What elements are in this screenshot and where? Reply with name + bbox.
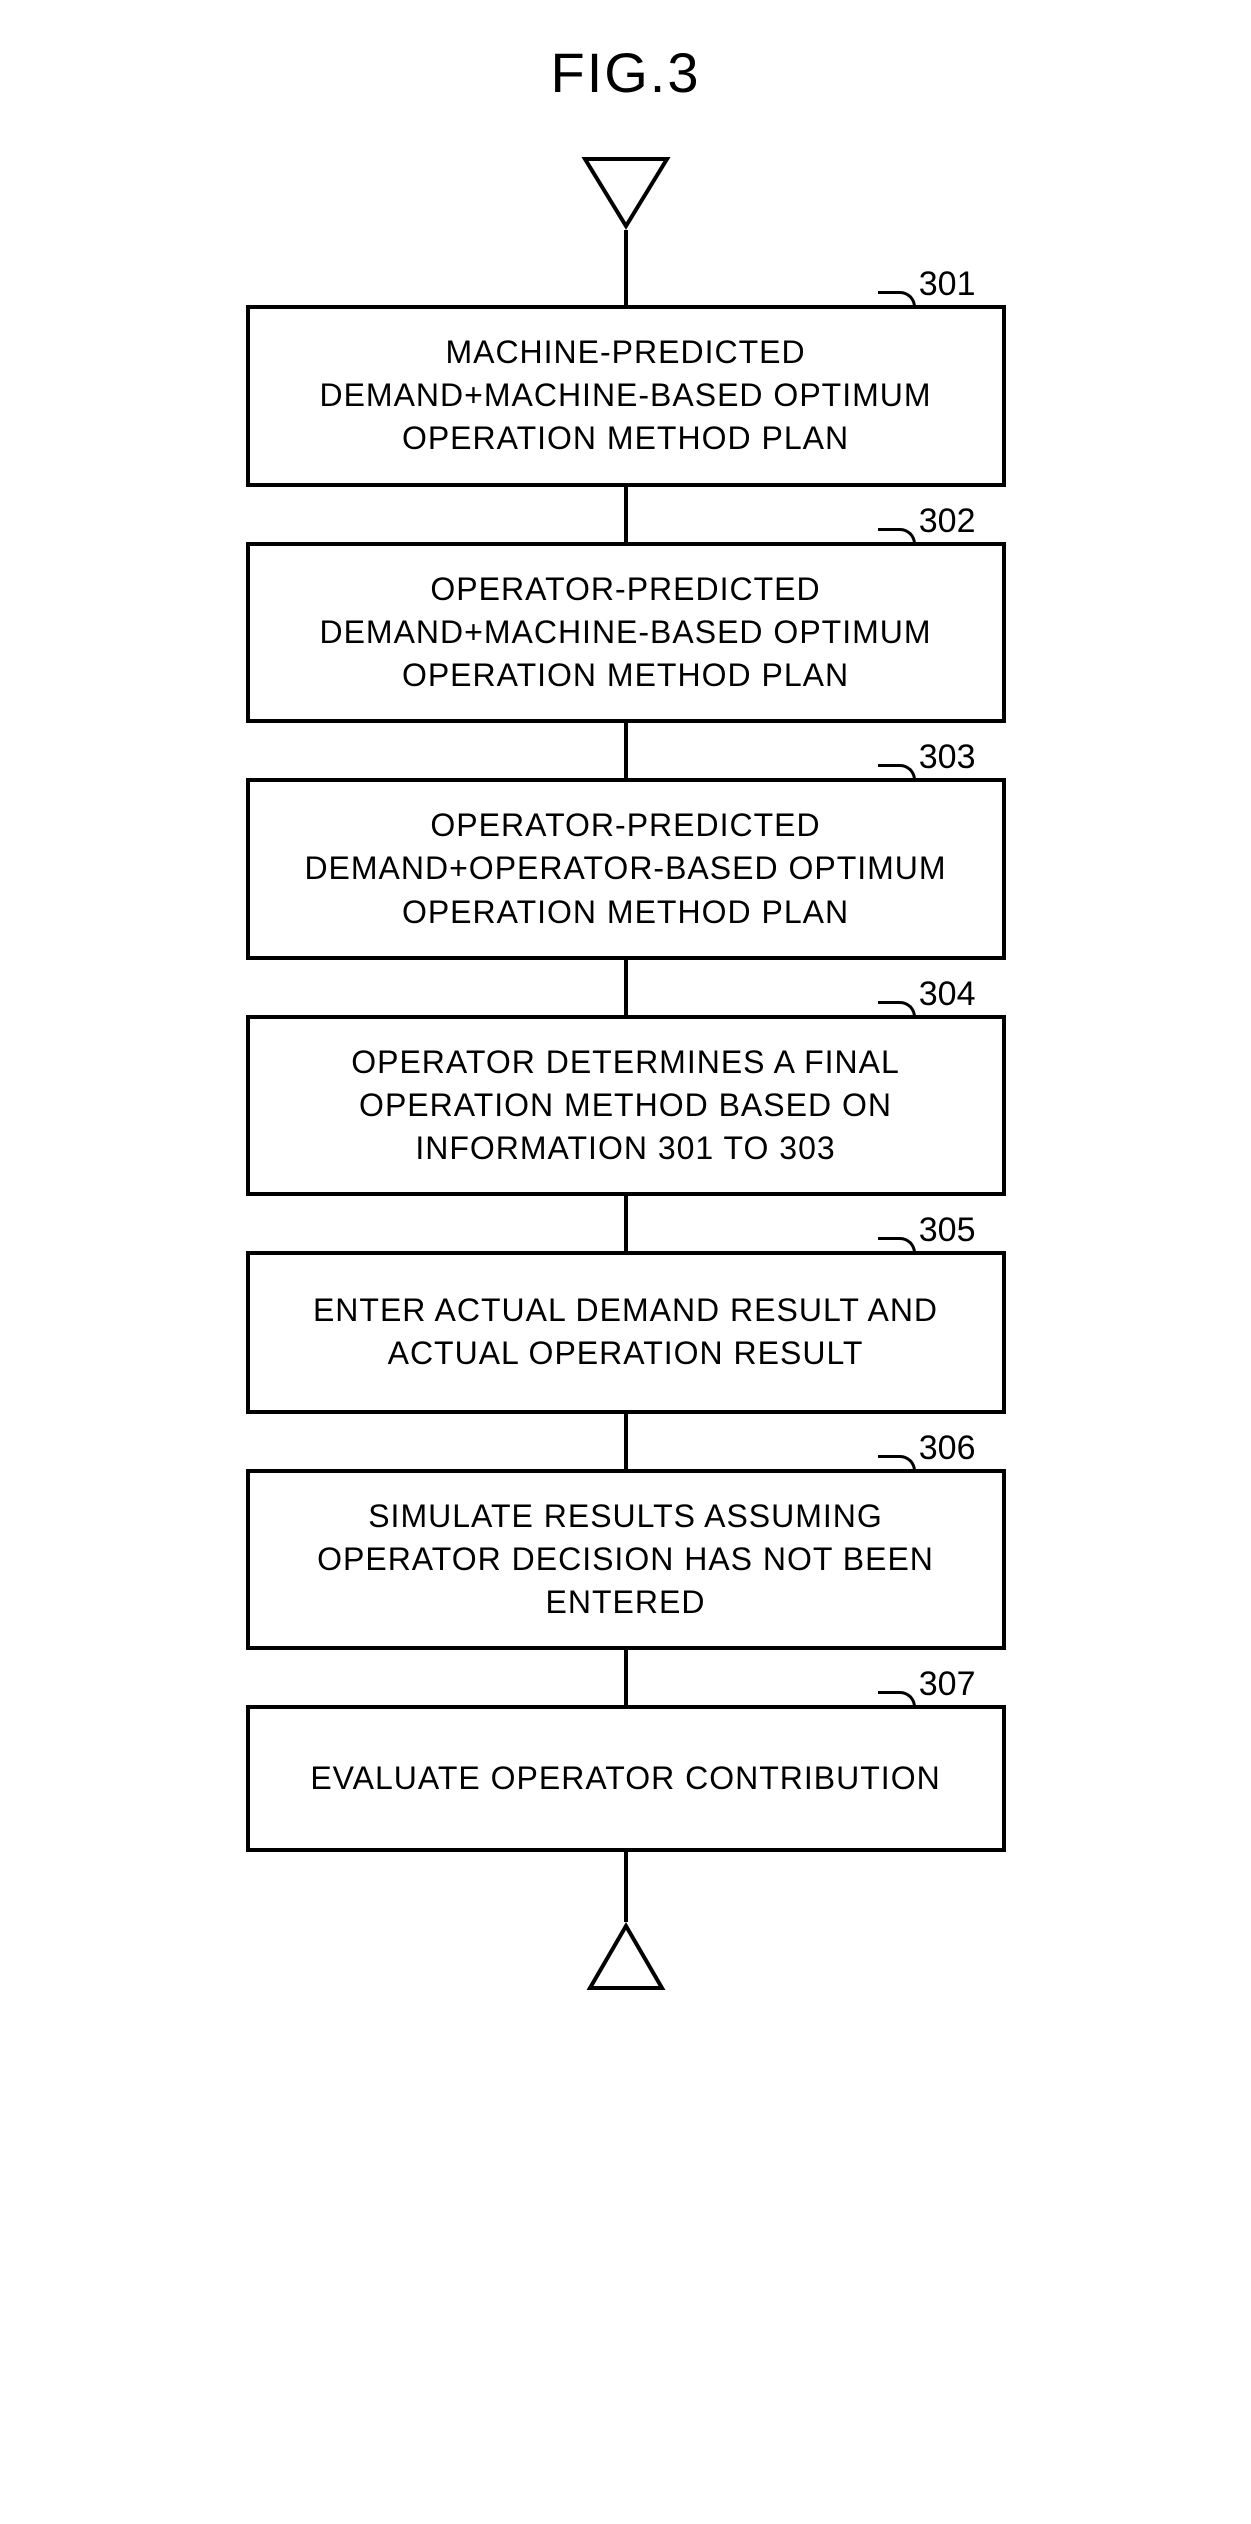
flowchart-diagram: FIG.3 301 MACHINE-PREDICTED DEMAND+MACHI… [176, 40, 1076, 1992]
connector [624, 1650, 628, 1705]
step-box: MACHINE-PREDICTED DEMAND+MACHINE-BASED O… [246, 305, 1006, 487]
label-leader [878, 1237, 916, 1253]
connector [624, 723, 628, 778]
step-305: 305 ENTER ACTUAL DEMAND RESULT AND ACTUA… [246, 1251, 1006, 1413]
step-304: 304 OPERATOR DETERMINES A FINAL OPERATIO… [246, 1015, 1006, 1197]
label-leader [878, 1455, 916, 1471]
label-leader [878, 1001, 916, 1017]
step-303: 303 OPERATOR-PREDICTED DEMAND+OPERATOR-B… [246, 778, 1006, 960]
figure-title: FIG.3 [550, 40, 700, 105]
step-box: ENTER ACTUAL DEMAND RESULT AND ACTUAL OP… [246, 1251, 1006, 1413]
connector [624, 230, 628, 305]
step-label: 303 [919, 738, 976, 777]
connector [624, 1414, 628, 1469]
step-box: OPERATOR DETERMINES A FINAL OPERATION ME… [246, 1015, 1006, 1197]
step-label: 306 [919, 1429, 976, 1468]
step-label: 304 [919, 975, 976, 1014]
label-leader [878, 528, 916, 544]
step-label: 302 [919, 502, 976, 541]
label-leader [878, 1691, 916, 1707]
step-label: 305 [919, 1211, 976, 1250]
start-triangle-icon [581, 155, 671, 230]
connector [624, 1852, 628, 1922]
label-leader [878, 291, 916, 307]
connector [624, 1196, 628, 1251]
step-box: OPERATOR-PREDICTED DEMAND+MACHINE-BASED … [246, 542, 1006, 724]
connector [624, 487, 628, 542]
step-306: 306 SIMULATE RESULTS ASSUMING OPERATOR D… [246, 1469, 1006, 1651]
step-box: OPERATOR-PREDICTED DEMAND+OPERATOR-BASED… [246, 778, 1006, 960]
step-label: 307 [919, 1665, 976, 1704]
step-302: 302 OPERATOR-PREDICTED DEMAND+MACHINE-BA… [246, 542, 1006, 724]
label-leader [878, 764, 916, 780]
step-307: 307 EVALUATE OPERATOR CONTRIBUTION [246, 1705, 1006, 1852]
step-301: 301 MACHINE-PREDICTED DEMAND+MACHINE-BAS… [246, 305, 1006, 487]
step-label: 301 [919, 265, 976, 304]
end-triangle-icon [586, 1922, 666, 1992]
step-box: SIMULATE RESULTS ASSUMING OPERATOR DECIS… [246, 1469, 1006, 1651]
connector [624, 960, 628, 1015]
step-box: EVALUATE OPERATOR CONTRIBUTION [246, 1705, 1006, 1852]
